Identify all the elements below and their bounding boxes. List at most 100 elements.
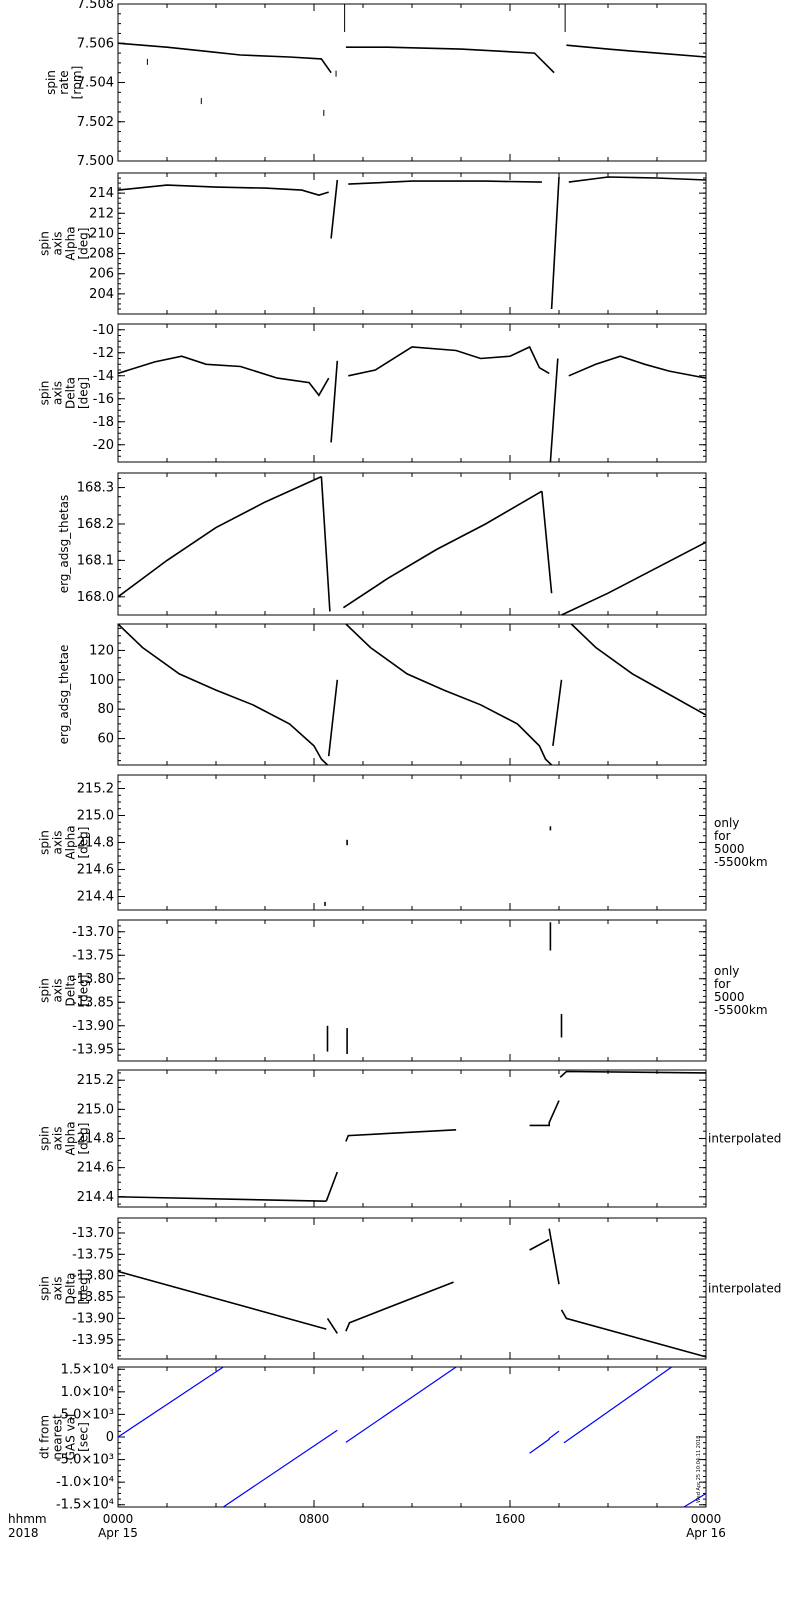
data-series (548, 1228, 560, 1285)
data-series (552, 679, 563, 747)
y-axis-label: Alpha (64, 226, 78, 260)
plot-frame (117, 919, 707, 1062)
data-series (568, 176, 707, 183)
data-series (327, 679, 339, 757)
y-tick-label: 212 (89, 206, 114, 221)
y-axis-label: Alpha (64, 825, 78, 859)
y-tick-label: -13.90 (72, 1311, 114, 1326)
panel-5: 60 80 100 120 erg_adsg_thetae (57, 623, 707, 766)
y-axis-label: erg_adsg_thetae (57, 645, 71, 745)
y-tick-label: -1.5×10⁴ (56, 1498, 114, 1513)
y-axis-label: Delta (64, 974, 78, 1006)
y-tick-label: 7.508 (77, 0, 114, 12)
y-tick-label: 168.2 (77, 517, 114, 532)
panel-3: -20 -18 -16 -14 -12 -10 spin axis Delta [deg] (38, 323, 707, 463)
y-axis-label: [deg] (77, 377, 91, 409)
y-axis-label: spin (38, 231, 52, 256)
data-series (683, 1492, 707, 1508)
y-tick-label: -13.85 (72, 995, 114, 1010)
y-axis-label: Delta (64, 377, 78, 409)
data-series (345, 623, 553, 766)
y-tick-label: 204 (89, 287, 114, 302)
x-year-label: 2018 (8, 1526, 39, 1540)
y-axis-label: [deg] (77, 228, 91, 260)
plot-frame (117, 323, 707, 463)
data-series (117, 1366, 224, 1438)
plot-frame (117, 472, 707, 616)
data-series (342, 490, 543, 609)
y-tick-label: 7.506 (77, 36, 114, 51)
plot-frame (117, 774, 707, 911)
y-axis-label: erg_adsg_thetas (57, 495, 71, 594)
side-label: -5500km (714, 1003, 768, 1017)
y-axis-label: spin (44, 70, 58, 95)
timestamp-stamp: Wed Apr 25 10:04:11 2018 (696, 1436, 702, 1503)
y-tick-label: 7.502 (77, 115, 114, 130)
y-tick-label: -18 (93, 415, 114, 430)
side-label: for (714, 977, 731, 991)
data-series (345, 1129, 457, 1142)
y-axis-label: axis (51, 978, 65, 1002)
y-axis-label: [deg] (77, 827, 91, 859)
side-label: only (714, 964, 739, 978)
y-tick-label: 1.0×10⁴ (61, 1385, 114, 1400)
side-label: interpolated (708, 1132, 781, 1146)
y-axis-label: axis (51, 1276, 65, 1300)
y-tick-label: 214.4 (77, 890, 114, 905)
x-tick-label: 0000 (691, 1512, 722, 1526)
y-tick-label: -16 (93, 392, 114, 407)
y-tick-label: 208 (89, 247, 114, 262)
data-series (117, 475, 322, 598)
y-tick-label: 206 (89, 267, 114, 282)
y-tick-label: 214.6 (77, 1161, 114, 1176)
y-tick-label: 214.4 (77, 1190, 114, 1205)
plot-frame (117, 1217, 707, 1360)
panel-4: 168.0 168.1 168.2 168.3 erg_adsg_thetas (57, 472, 707, 616)
y-tick-label: 100 (89, 673, 114, 688)
x-tick-label: 0800 (299, 1512, 330, 1526)
y-tick-label: -14 (93, 369, 114, 384)
y-axis-label: axis (51, 381, 65, 405)
y-axis-label: [deg] (77, 1273, 91, 1305)
y-axis-label: nearest (51, 1414, 65, 1460)
side-label: interpolated (708, 1282, 781, 1296)
y-tick-label: 1.5×10⁴ (61, 1362, 114, 1377)
y-tick-label: 215.0 (77, 1102, 114, 1117)
y-tick-label: -13.80 (72, 972, 114, 987)
y-axis-label: [sec] (77, 1422, 91, 1452)
data-series (222, 1429, 338, 1508)
plot-frame (117, 3, 707, 162)
data-series (345, 46, 555, 74)
side-label: 5000 (714, 842, 745, 856)
data-series (117, 623, 329, 766)
y-tick-label: -13.75 (72, 948, 114, 963)
x-tick-label: 0000 (103, 1512, 134, 1526)
y-axis-label: axis (51, 830, 65, 854)
plot-frame (117, 1366, 707, 1508)
y-tick-label: -1.0×10⁴ (56, 1475, 114, 1490)
data-series (320, 476, 331, 612)
data-series (330, 360, 339, 443)
y-tick-label: -13.95 (72, 1042, 114, 1057)
x-row-label: hhmm (8, 1512, 47, 1526)
data-series (348, 180, 542, 185)
y-tick-label: -13.90 (72, 1019, 114, 1034)
side-label: only (714, 816, 739, 830)
y-tick-label: -13.75 (72, 1247, 114, 1262)
data-series (560, 1309, 707, 1358)
panel-7: -13.95 -13.90 -13.85 -13.80 -13.75 -13.70 spin… (38, 919, 768, 1062)
y-axis-label: [deg] (77, 975, 91, 1007)
data-series (529, 1430, 560, 1454)
y-axis-label: Alpha (64, 1121, 78, 1155)
data-series (348, 345, 550, 377)
y-tick-label: -13.80 (72, 1269, 114, 1284)
plot-frame (117, 172, 707, 315)
y-axis-label: spin (38, 381, 52, 406)
data-series (550, 176, 560, 310)
y-tick-label: 168.1 (77, 553, 114, 568)
y-axis-label: [rpm] (70, 66, 84, 100)
y-axis-label: dt from (38, 1415, 52, 1459)
panel-2: 204 206 208 210 212 214 spin axis Alpha [deg] (38, 172, 707, 315)
y-tick-label: 60 (97, 732, 114, 747)
y-axis-label: GAS val (64, 1414, 78, 1461)
